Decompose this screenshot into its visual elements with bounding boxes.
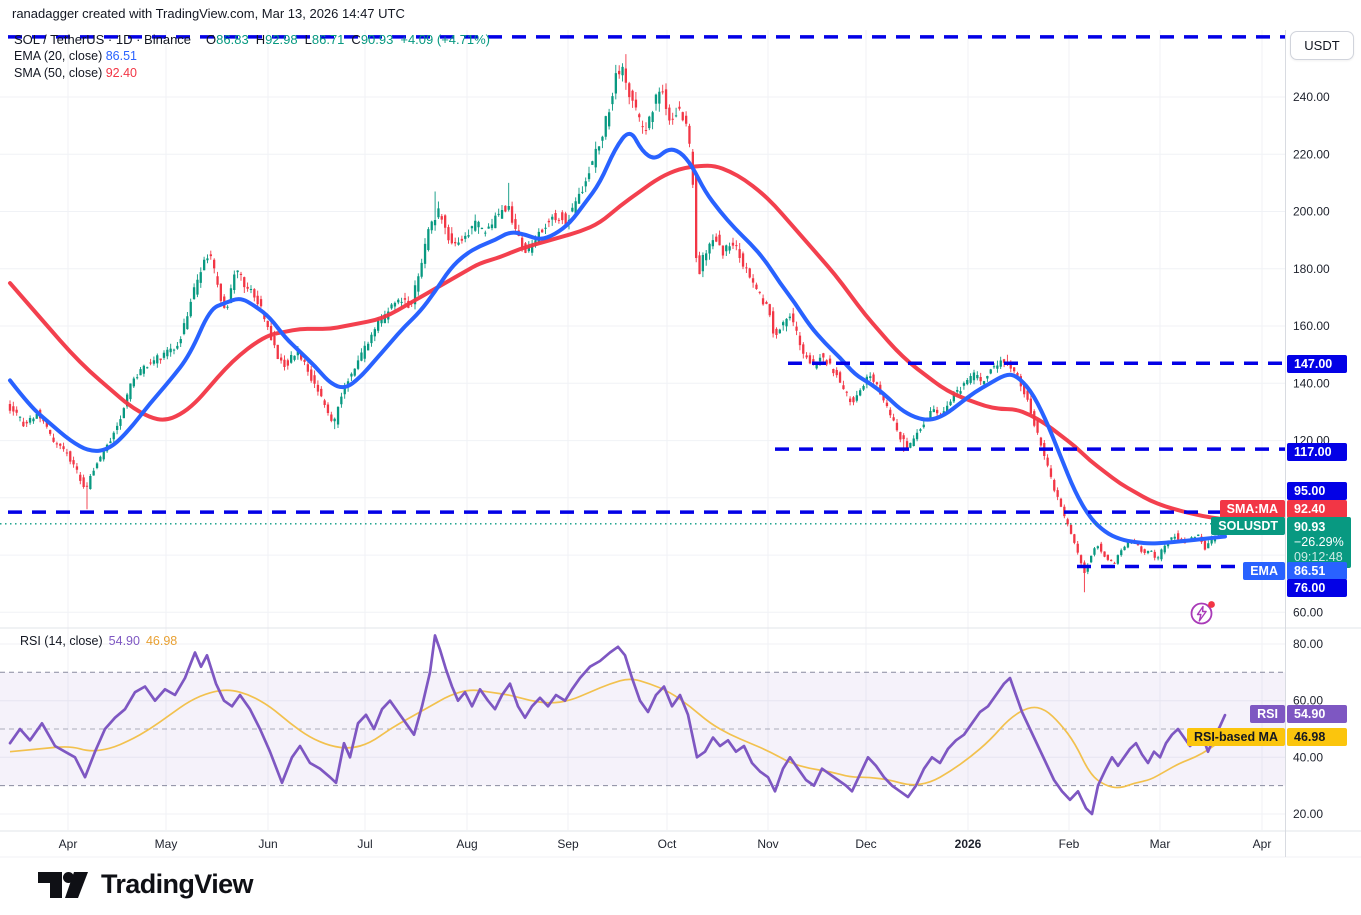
rsi-ma-axis-value: 46.98	[1287, 728, 1347, 746]
close-value: 90.93	[360, 32, 394, 47]
svg-text:Sep: Sep	[557, 837, 579, 851]
rsi-value: 54.90	[108, 634, 140, 648]
rsi-axis-value: 54.90	[1287, 705, 1347, 723]
symbol-title: SOL / TetherUS · 1D · Binance	[14, 32, 192, 47]
svg-text:Feb: Feb	[1059, 837, 1080, 851]
svg-text:Dec: Dec	[855, 837, 876, 851]
rsi-axis-label: RSI	[1250, 705, 1285, 723]
change-value: +4.09 (+4.71%)	[400, 32, 490, 47]
svg-text:Apr: Apr	[1253, 837, 1272, 851]
chart-canvas[interactable]: 240.00220.00200.00180.00160.00140.00120.…	[0, 0, 1361, 862]
tradingview-logo: TradingView	[38, 869, 254, 900]
rsi-legend-row[interactable]: RSI (14, close) 54.90 46.98	[20, 634, 178, 648]
svg-text:200.00: 200.00	[1293, 205, 1330, 219]
symbol-row[interactable]: SOL / TetherUS · 1D · Binance O86.83 H92.9…	[14, 31, 490, 48]
tradingview-logo-text: TradingView	[101, 869, 254, 899]
sma-axis-value: 92.40	[1287, 500, 1347, 518]
flash-ideas-icon[interactable]	[1188, 598, 1218, 628]
svg-text:60.00: 60.00	[1293, 605, 1323, 619]
tradingview-logo-icon	[38, 871, 88, 898]
ema-legend-row[interactable]: EMA (20, close) 86.51	[14, 49, 137, 63]
svg-text:Apr: Apr	[59, 837, 78, 851]
open-value: 86.83	[216, 32, 249, 47]
last-price: 90.93	[1294, 520, 1326, 534]
level-badge-147: 147.00	[1287, 355, 1347, 373]
svg-text:80.00: 80.00	[1293, 637, 1323, 651]
svg-text:Jun: Jun	[258, 837, 277, 851]
svg-text:Mar: Mar	[1150, 837, 1171, 851]
change-percent: −26.29%	[1294, 535, 1344, 549]
low-value: 86.71	[311, 32, 345, 47]
sma-legend-row[interactable]: SMA (50, close) 92.40	[14, 66, 137, 80]
svg-text:60.00: 60.00	[1293, 694, 1323, 708]
svg-text:160.00: 160.00	[1293, 319, 1330, 333]
svg-text:240.00: 240.00	[1293, 90, 1330, 104]
rsi-ma-axis-label: RSI-based MA	[1186, 728, 1285, 746]
high-value: 92.98	[265, 32, 298, 47]
svg-text:May: May	[155, 837, 178, 851]
level-badge-95: 95.00	[1287, 482, 1347, 500]
level-badge-76: 76.00	[1287, 579, 1347, 597]
currency-toggle-button[interactable]: USDT	[1290, 31, 1354, 60]
svg-text:40.00: 40.00	[1293, 750, 1323, 764]
level-badge-117: 117.00	[1287, 443, 1347, 461]
sma-value: 92.40	[105, 66, 137, 80]
svg-text:Oct: Oct	[658, 837, 677, 851]
ema-value: 86.51	[105, 49, 137, 63]
svg-text:220.00: 220.00	[1293, 147, 1330, 161]
ema-axis-label: EMA	[1243, 562, 1285, 580]
bar-countdown: 09:12:48	[1294, 550, 1343, 564]
attribution-text: ranadagger created with TradingView.com,…	[12, 6, 405, 21]
svg-text:Nov: Nov	[757, 837, 778, 851]
ohlc-values: O86.83 H92.98 L86.71 C90.93 +4.09 (+4.71%)	[206, 32, 490, 47]
ema-axis-value: 86.51	[1287, 562, 1347, 580]
symbol-legend: SOL / TetherUS · 1D · Binance O86.83 H92.9…	[14, 31, 490, 82]
svg-text:180.00: 180.00	[1293, 262, 1330, 276]
svg-text:20.00: 20.00	[1293, 807, 1323, 821]
svg-text:140.00: 140.00	[1293, 376, 1330, 390]
svg-text:Jul: Jul	[357, 837, 372, 851]
svg-text:2026: 2026	[955, 837, 982, 851]
sma-axis-label: SMA:MA	[1219, 500, 1285, 518]
symbol-axis-label: SOLUSDT	[1211, 517, 1285, 535]
rsi-ma-value: 46.98	[145, 634, 178, 648]
svg-text:Aug: Aug	[456, 837, 477, 851]
symbol-axis-price: 90.93 −26.29% 09:12:48	[1287, 517, 1351, 568]
